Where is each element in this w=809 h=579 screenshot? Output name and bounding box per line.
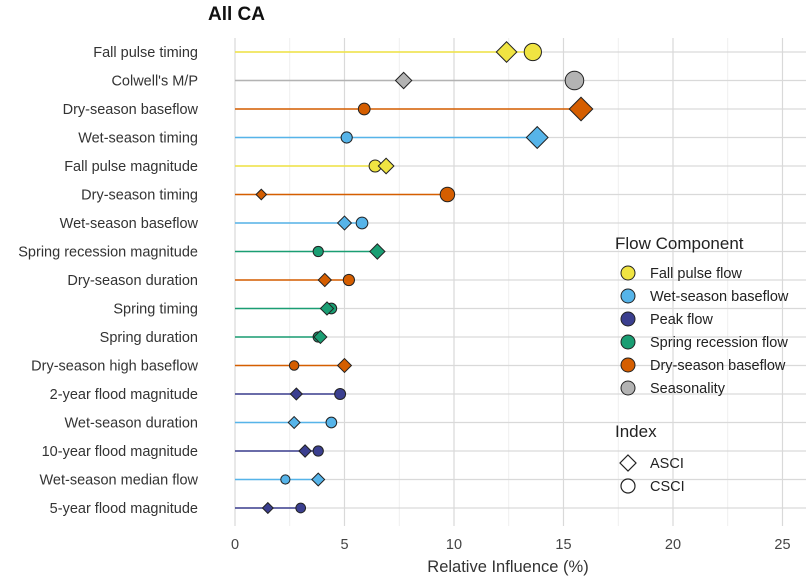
asci-point-spring-recession-magnitude xyxy=(369,243,386,260)
y-tick-label: Wet-season duration xyxy=(64,416,198,432)
y-tick-label: Spring timing xyxy=(113,302,198,318)
y-tick-label: Fall pulse magnitude xyxy=(64,159,198,175)
y-tick-label: Spring duration xyxy=(100,330,198,346)
csci-point-spring-recession-magnitude xyxy=(312,245,324,258)
y-tick-label: Fall pulse timing xyxy=(93,45,198,61)
legend-key-seasonality xyxy=(620,380,636,396)
csci-point-dry-season-duration xyxy=(342,273,356,287)
csci-point-wet-season-median-flow xyxy=(280,474,291,485)
y-tick-label: Wet-season baseflow xyxy=(60,216,199,232)
x-tick-labels: 0 5 10 15 20 25 xyxy=(231,537,791,553)
asci-point-dry-season-baseflow xyxy=(568,96,594,122)
y-tick-label: Spring recession magnitude xyxy=(18,245,198,261)
asci-point-spring-timing xyxy=(319,301,335,316)
asci-point-dry-season-timing xyxy=(255,188,268,201)
markers xyxy=(255,41,594,515)
legend-key-spring-recession-flow xyxy=(620,334,636,350)
y-tick-label: 5-year flood magnitude xyxy=(50,501,198,517)
csci-point-dry-season-timing xyxy=(439,186,456,203)
legend-title-flow-component: Flow Component xyxy=(615,234,744,253)
asci-point-fall-pulse-magnitude xyxy=(377,157,395,175)
x-tick-label: 5 xyxy=(340,537,348,553)
x-tick-label: 15 xyxy=(555,537,571,553)
y-tick-label: 2-year flood magnitude xyxy=(50,387,198,403)
asci-point-dry-season-duration xyxy=(317,272,333,288)
legend-label-peak-flow: Peak flow xyxy=(650,312,713,328)
asci-point-wet-season-duration xyxy=(287,415,301,430)
legend-key-wet-season-baseflow xyxy=(620,288,636,304)
asci-point-fall-pulse-timing xyxy=(495,41,518,63)
legend-title-index: Index xyxy=(615,422,657,441)
legend-key-asci xyxy=(619,454,637,472)
csci-point-2-year-flood-magnitude xyxy=(334,388,347,400)
asci-point-wet-season-timing xyxy=(525,125,549,150)
x-tick-label: 0 xyxy=(231,537,239,553)
legend-key-csci xyxy=(620,478,636,494)
csci-point-wet-season-baseflow xyxy=(355,216,369,230)
y-tick-label: Wet-season median flow xyxy=(39,473,198,489)
csci-point-dry-season-baseflow xyxy=(357,102,371,116)
y-tick-label: Dry-season timing xyxy=(81,188,198,204)
csci-point-fall-pulse-timing xyxy=(523,42,542,62)
y-tick-label: 10-year flood magnitude xyxy=(42,444,198,460)
y-tick-label: Dry-season baseflow xyxy=(63,102,199,118)
y-tick-label: Dry-season duration xyxy=(67,273,198,289)
y-tick-label: Dry-season high baseflow xyxy=(31,359,198,375)
legend-label-csci: CSCI xyxy=(650,479,685,495)
legend: Flow Component Fall pulse flow Wet-season… xyxy=(615,234,789,495)
csci-point-wet-season-timing xyxy=(340,131,353,144)
y-tick-label: Wet-season timing xyxy=(78,131,198,147)
chart-title: All CA xyxy=(208,4,265,25)
legend-label-seasonality: Seasonality xyxy=(650,381,726,397)
y-tick-label: Colwell's M/P xyxy=(111,74,198,90)
legend-label-spring-recession-flow: Spring recession flow xyxy=(650,335,788,351)
asci-point-spring-duration xyxy=(313,329,328,345)
asci-point-wet-season-baseflow xyxy=(336,215,353,231)
asci-point-colwell-s-m-p xyxy=(394,71,413,90)
legend-label-wet-season-baseflow: Wet-season baseflow xyxy=(650,289,789,305)
csci-point-5-year-flood-magnitude xyxy=(295,502,307,514)
legend-key-fall-pulse-flow xyxy=(620,265,636,281)
asci-point-5-year-flood-magnitude xyxy=(261,501,274,515)
legend-label-asci: ASCI xyxy=(650,456,684,472)
asci-point-dry-season-high-baseflow xyxy=(336,357,353,374)
x-axis-label: Relative Influence (%) xyxy=(427,558,588,576)
legend-key-peak-flow xyxy=(620,311,636,327)
x-tick-label: 10 xyxy=(446,537,462,553)
legend-label-fall-pulse-flow: Fall pulse flow xyxy=(650,266,742,282)
csci-point-10-year-flood-magnitude xyxy=(312,445,324,457)
legend-key-dry-season-baseflow xyxy=(620,357,636,373)
asci-point-wet-season-median-flow xyxy=(311,472,326,487)
legend-label-dry-season-baseflow: Dry-season baseflow xyxy=(650,358,786,374)
asci-point-2-year-flood-magnitude xyxy=(289,387,303,401)
x-tick-label: 20 xyxy=(665,537,681,553)
csci-point-colwell-s-m-p xyxy=(564,70,585,91)
csci-point-dry-season-high-baseflow xyxy=(288,360,300,371)
x-tick-label: 25 xyxy=(774,537,790,553)
y-tick-labels: Fall pulse timing Colwell's M/P Dry-season… xyxy=(18,45,198,517)
csci-point-wet-season-duration xyxy=(325,416,338,429)
asci-point-10-year-flood-magnitude xyxy=(298,444,312,458)
